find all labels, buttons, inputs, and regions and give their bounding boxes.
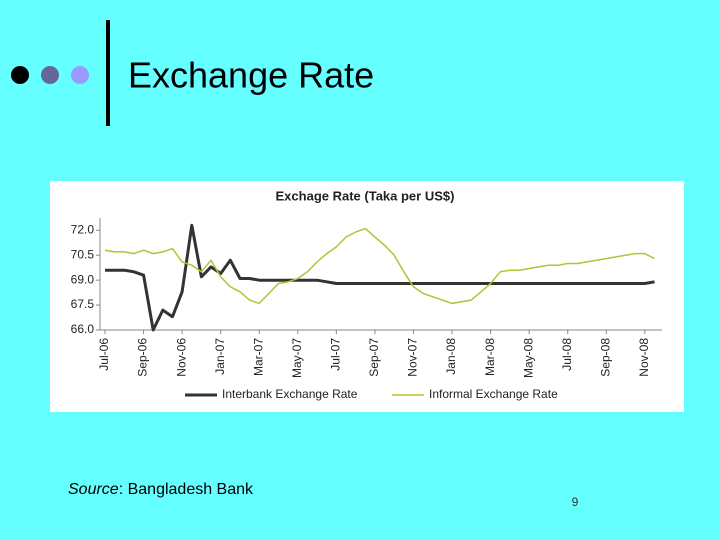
bullet-dot xyxy=(11,66,29,84)
x-tick-label: Sep-07 xyxy=(367,338,381,377)
x-tick-label: May-07 xyxy=(290,338,304,378)
x-tick-label: May-08 xyxy=(521,338,535,378)
page-number: 9 xyxy=(572,495,579,509)
source-label: Source xyxy=(68,481,119,498)
x-tick-label: Sep-08 xyxy=(598,338,612,377)
series-line xyxy=(105,223,655,332)
chart-title: Exchage Rate (Taka per US$) xyxy=(276,188,455,203)
slide-title: Exchange Rate xyxy=(128,55,374,96)
x-tick-label: Nov-06 xyxy=(174,338,188,377)
x-tick-label: Sep-06 xyxy=(136,338,150,377)
x-tick-label: Jul-06 xyxy=(97,338,111,371)
title-divider xyxy=(106,20,110,126)
x-tick-label: Nov-08 xyxy=(637,338,651,377)
x-tick-label: Jan-07 xyxy=(213,338,227,375)
series-line xyxy=(104,227,655,305)
x-tick-label: Mar-07 xyxy=(251,338,265,376)
x-tick-label: Mar-08 xyxy=(483,338,497,376)
x-tick-label: Jul-08 xyxy=(560,338,574,371)
legend-label: Interbank Exchange Rate xyxy=(222,387,358,401)
y-tick-label: 72.0 xyxy=(71,222,95,236)
chart-box xyxy=(50,181,684,412)
y-tick-label: 70.5 xyxy=(71,247,95,261)
y-tick-label: 66.0 xyxy=(71,322,95,336)
source-note: Source: Bangladesh Bank xyxy=(68,481,254,498)
source-text: : Bangladesh Bank xyxy=(119,481,254,498)
x-tick-label: Jan-08 xyxy=(444,338,458,375)
bullet-dot xyxy=(71,66,89,84)
y-tick-label: 69.0 xyxy=(71,272,95,286)
x-tick-label: Nov-07 xyxy=(406,338,420,377)
y-tick-label: 67.5 xyxy=(71,297,95,311)
legend-label: Informal Exchange Rate xyxy=(429,387,558,401)
x-tick-label: Jul-07 xyxy=(329,338,343,371)
bullet-dot xyxy=(41,66,59,84)
